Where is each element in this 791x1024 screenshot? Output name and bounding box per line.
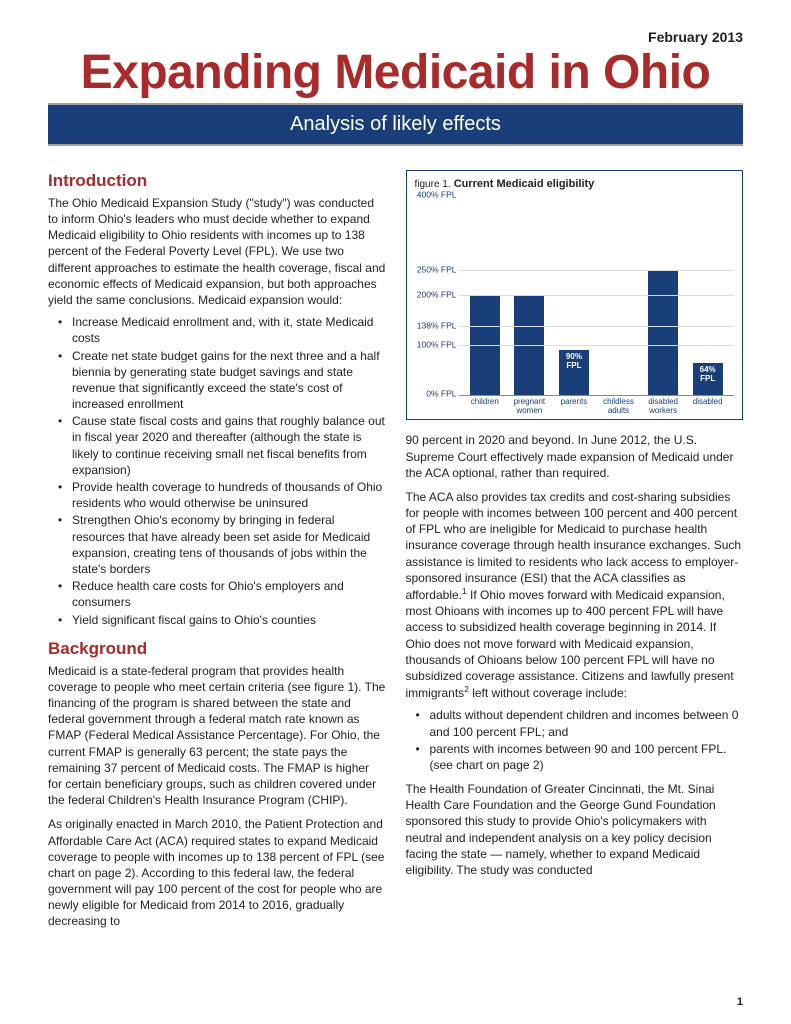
chart-title: figure 1. Current Medicaid eligibility [415,177,735,192]
intro-bullet: Increase Medicaid enrollment and, with i… [58,314,386,346]
chart-plot-area: 90% FPL64% FPL 400% FPL250% FPL200% FPL1… [459,196,735,396]
intro-bullet: Strengthen Ohio's economy by bringing in… [58,512,386,577]
background-heading: Background [48,638,386,661]
right-para-1: 90 percent in 2020 and beyond. In June 2… [406,432,744,481]
chart-y-tick-label: 200% FPL [415,290,457,301]
background-para-1: Medicaid is a state-federal program that… [48,663,386,809]
chart-x-label: childless adults [601,398,637,416]
chart-bar [648,270,678,394]
background-para-2: As originally enacted in March 2010, the… [48,816,386,929]
right-column: figure 1. Current Medicaid eligibility 9… [406,170,744,936]
chart-gridline [459,270,735,271]
intro-bullet: Provide health coverage to hundreds of t… [58,479,386,511]
intro-bullet: Yield significant fiscal gains to Ohio's… [58,612,386,628]
chart-x-label: disabled workers [645,398,681,416]
chart-bar-note: 90% FPL [559,353,589,371]
right-bullet: parents with incomes between 90 and 100 … [416,741,744,773]
figure-1-chart: figure 1. Current Medicaid eligibility 9… [406,170,744,420]
document-title: Expanding Medicaid in Ohio [48,49,743,97]
chart-y-tick-label: 138% FPL [415,320,457,331]
subtitle-banner: Analysis of likely effects [48,103,743,146]
intro-lead: The Ohio Medicaid Expansion Study ("stud… [48,195,386,308]
chart-y-tick-label: 0% FPL [415,389,457,400]
footnote-ref-1: 1 [462,586,467,596]
chart-bar: 64% FPL [693,363,723,395]
chart-x-label: disabled [690,398,726,416]
page-number: 1 [737,995,743,1010]
chart-x-label: children [467,398,503,416]
chart-bar-note: 64% FPL [693,366,723,384]
figure-name: Current Medicaid eligibility [451,178,595,190]
issue-date: February 2013 [48,28,743,47]
intro-bullet: Reduce health care costs for Ohio's empl… [58,578,386,610]
chart-y-tick-label: 250% FPL [415,265,457,276]
right-bullet-list: adults without dependent children and in… [406,707,744,773]
right-bullet: adults without dependent children and in… [416,707,744,739]
chart-gridline [459,345,735,346]
chart-gridline [459,295,735,296]
intro-bullet-list: Increase Medicaid enrollment and, with i… [48,314,386,628]
chart-y-tick-label: 100% FPL [415,339,457,350]
chart-x-label: parents [556,398,592,416]
chart-y-tick-label: 400% FPL [415,190,457,201]
right-para-2: The ACA also provides tax credits and co… [406,489,744,701]
intro-bullet: Create net state budget gains for the ne… [58,348,386,413]
chart-x-labels: children pregnant women parents childless a… [459,396,735,416]
left-column: Introduction The Ohio Medicaid Expansion… [48,170,386,936]
chart-x-label: pregnant women [511,398,547,416]
right-para-3: The Health Foundation of Greater Cincinn… [406,781,744,878]
chart-bar: 90% FPL [559,350,589,395]
figure-label: figure 1. [415,179,451,190]
intro-heading: Introduction [48,170,386,193]
footnote-ref-2: 2 [464,684,469,694]
chart-gridline [459,326,735,327]
intro-bullet: Cause state fiscal costs and gains that … [58,413,386,478]
